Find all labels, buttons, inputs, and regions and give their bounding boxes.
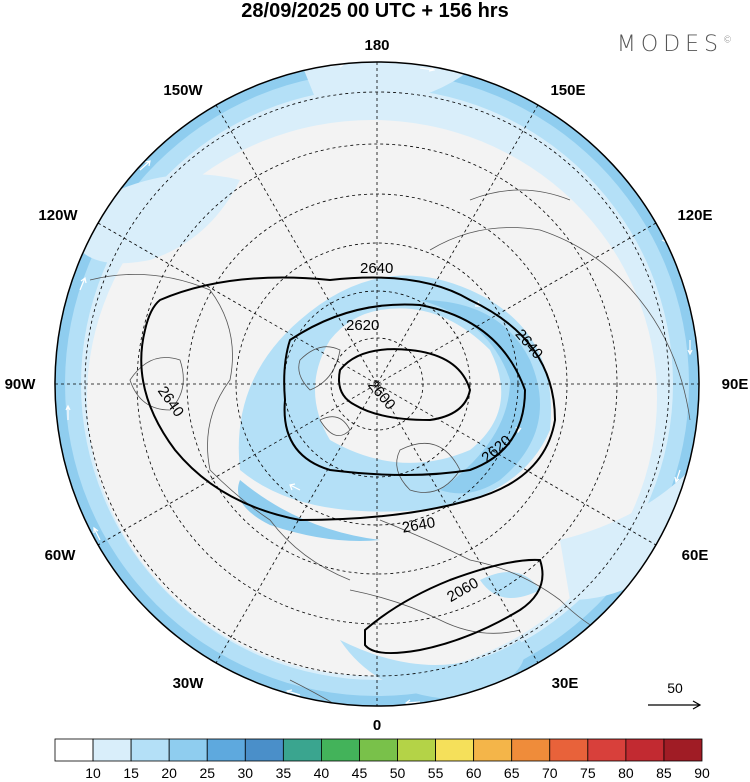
lon-label-30w: 30W (173, 675, 205, 692)
lon-label-150e: 150E (550, 82, 585, 99)
reference-vector-label: 50 (667, 680, 683, 696)
colorbar-swatch (663, 738, 703, 762)
lon-label-0: 0 (373, 717, 381, 734)
colorbar-tick-label: 20 (161, 765, 177, 781)
colorbar-swatch (549, 738, 589, 762)
contour-label: 2640 (360, 260, 393, 277)
height-contours (140, 276, 557, 655)
colorbar-tick-label: 30 (238, 765, 254, 781)
colorbar-swatch (54, 738, 94, 762)
lon-label-90w: 90W (5, 376, 37, 393)
colorbar-swatch (397, 738, 436, 762)
lon-label-60e: 60E (682, 547, 709, 564)
wind-speed-shading (55, 62, 699, 706)
contour-label: 2640 (401, 514, 437, 537)
colorbar-swatch (511, 738, 551, 762)
colorbar-swatch (168, 738, 208, 762)
brand-name: MODES (616, 32, 723, 57)
lon-label-60w: 60W (45, 547, 77, 564)
colorbar-swatch (587, 738, 627, 762)
colorbar-tick-label: 45 (352, 765, 368, 781)
colorbar-tick-label: 40 (314, 765, 330, 781)
colorbar-tick-label: 10 (85, 765, 101, 781)
longitude-labels: 180 150E 120E 90E 60E 30E 0 30W 60W 90W … (5, 37, 749, 734)
colorbar-swatch (92, 738, 132, 762)
reference-vector: 50 (648, 680, 702, 710)
colorbar-tick-label: 60 (466, 765, 482, 781)
colorbar-swatch (244, 738, 284, 762)
lon-label-180: 180 (364, 37, 389, 54)
graticule (55, 62, 699, 706)
lon-label-120e: 120E (677, 207, 712, 224)
colorbar-tick-label: 25 (199, 765, 215, 781)
colorbar-swatch (473, 738, 513, 762)
colorbar-tick-label: 35 (276, 765, 292, 781)
colorbar-tick-label: 65 (504, 765, 520, 781)
colorbar-tick-label: 55 (428, 765, 444, 781)
colorbar-swatch (130, 738, 170, 762)
colorbar-tick-label: 85 (656, 765, 672, 781)
colorbar-tick-label: 70 (542, 765, 558, 781)
copyright-mark: © (723, 35, 732, 46)
colorbar: 10 15 20 25 30 35 40 45 50 55 60 65 70 75 80 85 90 (54, 738, 710, 781)
colorbar-swatch (282, 738, 322, 762)
colorbar-tick-label: 80 (618, 765, 634, 781)
page-title: 28/09/2025 00 UTC + 156 hrs (241, 0, 509, 22)
colorbar-swatch (359, 738, 398, 762)
lon-label-90e: 90E (722, 376, 749, 393)
lon-label-30e: 30E (552, 675, 579, 692)
colorbar-tick-label: 15 (123, 765, 139, 781)
colorbar-tick-label: 50 (390, 765, 406, 781)
colorbar-swatch (625, 738, 665, 762)
colorbar-swatch (206, 738, 246, 762)
lon-label-150w: 150W (163, 82, 203, 99)
colorbar-tick-label: 90 (694, 765, 710, 781)
lon-label-120w: 120W (38, 207, 78, 224)
colorbar-swatch (435, 738, 475, 762)
map-border (54, 61, 700, 707)
brand-logo: MODES© (617, 32, 732, 57)
colorbar-swatch (321, 738, 360, 762)
contour-label: 2620 (346, 317, 379, 334)
colorbar-tick-label: 75 (580, 765, 596, 781)
